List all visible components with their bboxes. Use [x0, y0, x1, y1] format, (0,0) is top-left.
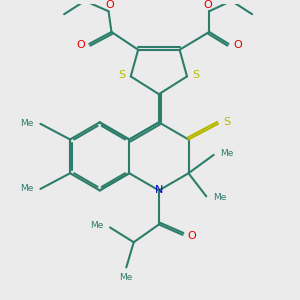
Text: Me: Me	[20, 184, 34, 194]
Text: Me: Me	[20, 119, 34, 128]
Text: S: S	[224, 117, 231, 127]
Text: O: O	[106, 0, 114, 10]
Text: Me: Me	[120, 273, 133, 282]
Text: O: O	[233, 40, 242, 50]
Text: S: S	[118, 70, 125, 80]
Text: O: O	[187, 231, 196, 241]
Text: S: S	[192, 70, 200, 80]
Text: Me: Me	[213, 193, 226, 202]
Text: O: O	[203, 0, 212, 10]
Text: O: O	[76, 40, 85, 50]
Text: Me: Me	[220, 149, 234, 158]
Text: Me: Me	[90, 221, 104, 230]
Text: N: N	[155, 185, 163, 195]
